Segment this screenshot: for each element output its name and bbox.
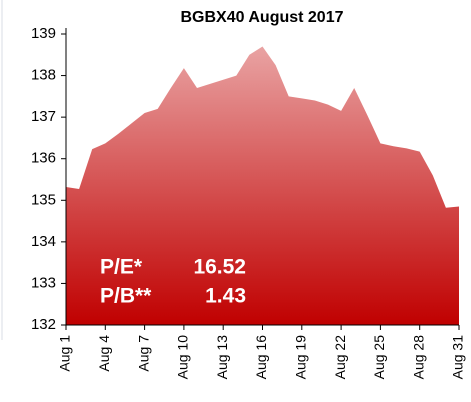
x-tick-label: Aug 7 <box>135 335 151 372</box>
x-tick-label: Aug 16 <box>253 335 269 380</box>
x-tick-label: Aug 10 <box>175 335 191 380</box>
annotation: 16.52 <box>193 256 246 279</box>
y-tick-label: 138 <box>31 67 56 84</box>
annotation: 1.43 <box>205 285 246 308</box>
area <box>66 46 459 325</box>
y-tick-label: 132 <box>31 316 56 333</box>
x-tick-label: Aug 31 <box>450 335 466 380</box>
annotation: P/E* <box>100 256 143 279</box>
chart-title: BGBX40 August 2017 <box>180 9 343 26</box>
x-tick-label: Aug 28 <box>410 335 426 380</box>
y-tick-label: 133 <box>31 274 56 291</box>
x-tick-label: Aug 19 <box>293 335 309 380</box>
x-tick-label: Aug 25 <box>371 335 387 380</box>
x-tick-label: Aug 22 <box>332 335 348 380</box>
y-tick-label: 137 <box>31 108 56 125</box>
x-tick-label: Aug 4 <box>96 335 112 372</box>
x-tick-label: Aug 13 <box>214 335 230 380</box>
annotation: P/B** <box>100 285 152 308</box>
y-tick-label: 134 <box>31 233 56 250</box>
y-tick-label: 139 <box>31 25 56 42</box>
y-tick-label: 136 <box>31 150 56 167</box>
y-tick-label: 135 <box>31 191 56 208</box>
x-tick-label: Aug 1 <box>57 335 73 372</box>
